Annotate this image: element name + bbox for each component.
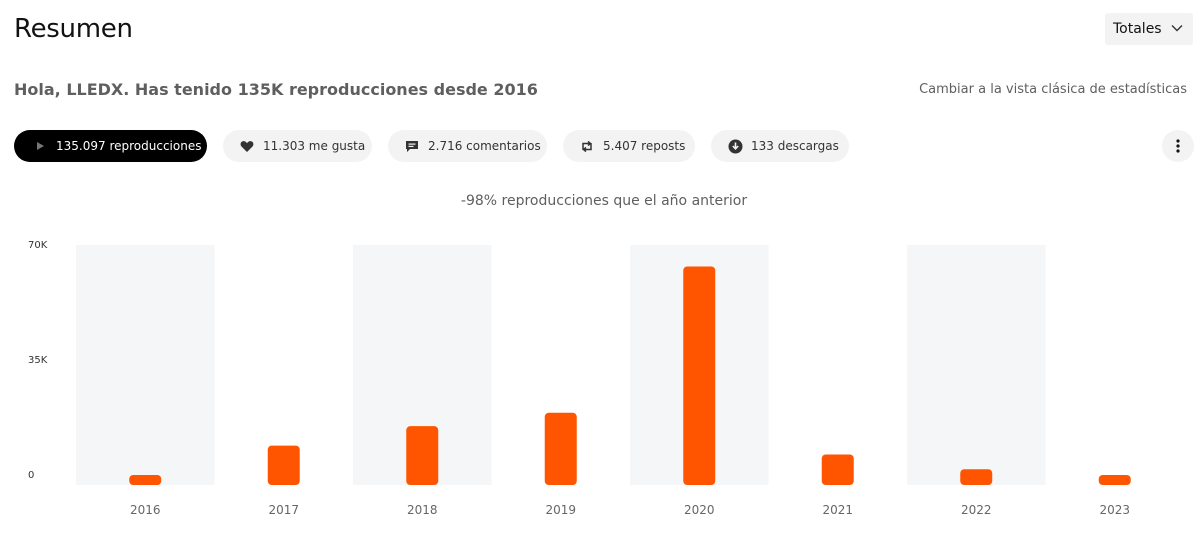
- y-tick-label: 70K: [28, 240, 48, 251]
- metric-downloads-label: 133 descargas: [751, 139, 839, 153]
- bar-2016[interactable]: [129, 475, 162, 485]
- bar-2019[interactable]: [544, 412, 577, 485]
- metric-downloads-button[interactable]: 133 descargas: [711, 130, 849, 162]
- x-tick-label: 2023: [1099, 503, 1130, 517]
- metric-likes-button[interactable]: 11.303 me gusta: [223, 130, 372, 162]
- bar-2017[interactable]: [267, 445, 300, 485]
- chart-subtitle: -98% reproducciones que el año anterior: [460, 193, 748, 209]
- download-icon: [727, 138, 743, 154]
- x-tick-label: 2021: [822, 503, 853, 517]
- x-tick-label: 2019: [545, 503, 576, 517]
- range-select-label: Totales: [1113, 21, 1162, 37]
- more-options-button[interactable]: [1162, 130, 1194, 162]
- classic-stats-link[interactable]: Cambiar a la vista clásica de estadístic…: [919, 82, 1187, 97]
- chart-band: [76, 245, 215, 485]
- metric-reposts-button[interactable]: 5.407 reposts: [563, 130, 695, 162]
- chevron-down-icon: [1171, 25, 1183, 32]
- page-title: Resumen: [14, 14, 133, 44]
- x-tick-label: 2018: [407, 503, 438, 517]
- y-tick-label: 0: [28, 470, 34, 481]
- bar-2021[interactable]: [821, 454, 854, 485]
- repost-icon: [579, 138, 595, 154]
- bar-2020[interactable]: [683, 266, 716, 486]
- range-select[interactable]: Totales: [1105, 13, 1193, 45]
- bar-2018[interactable]: [406, 426, 439, 485]
- greeting-text: Hola, LLEDX. Has tenido 135K reproduccio…: [14, 80, 538, 99]
- metric-reposts-label: 5.407 reposts: [603, 139, 686, 153]
- x-tick-label: 2020: [684, 503, 715, 517]
- heart-icon: [239, 138, 255, 154]
- more-vertical-icon: [1176, 139, 1180, 153]
- x-tick-label: 2022: [961, 503, 992, 517]
- x-tick-label: 2017: [268, 503, 299, 517]
- metric-comments-button[interactable]: 2.716 comentarios: [388, 130, 547, 162]
- y-tick-label: 35K: [28, 355, 48, 366]
- metric-comments-label: 2.716 comentarios: [428, 139, 541, 153]
- play-icon: [32, 138, 48, 154]
- bar-2023[interactable]: [1098, 475, 1131, 485]
- metric-plays-button[interactable]: 135.097 reproducciones: [14, 130, 207, 162]
- metric-plays-label: 135.097 reproducciones: [56, 139, 202, 153]
- metric-likes-label: 11.303 me gusta: [263, 139, 366, 153]
- bar-2022[interactable]: [960, 469, 993, 485]
- comment-icon: [404, 138, 420, 154]
- chart-band: [907, 245, 1046, 485]
- x-tick-label: 2016: [130, 503, 161, 517]
